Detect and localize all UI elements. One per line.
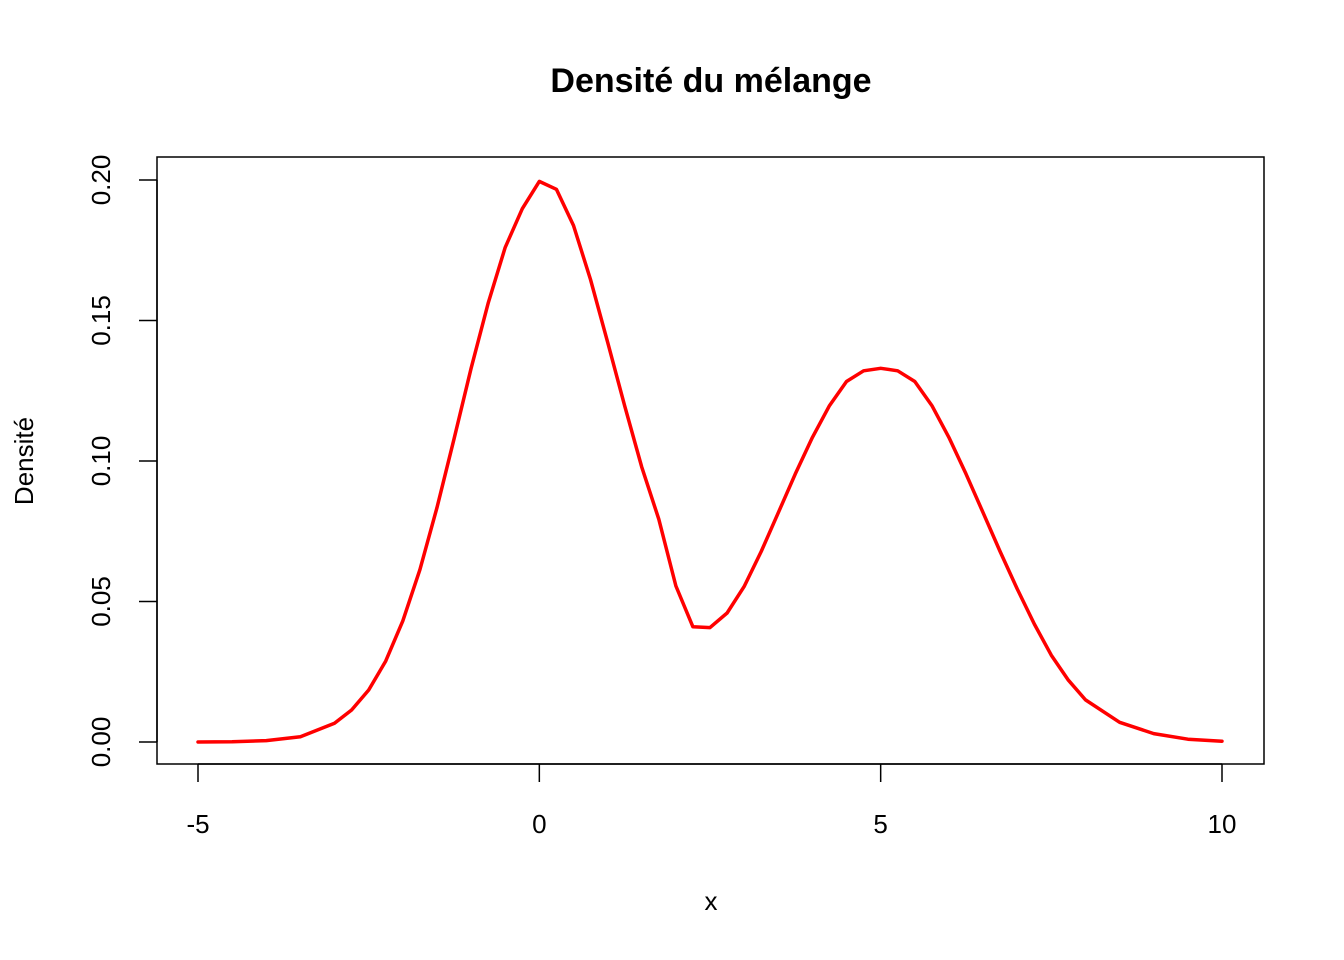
- x-tick-label: 0: [532, 809, 546, 839]
- y-tick-label: 0.10: [86, 436, 116, 487]
- y-axis-label: Densité: [9, 417, 39, 505]
- x-tick-label: 5: [873, 809, 887, 839]
- density-curve: [196, 179, 1224, 744]
- x-axis-label: x: [705, 886, 718, 916]
- chart-title: Densité du mélange: [550, 62, 871, 100]
- y-tick-label: 0.05: [86, 576, 116, 627]
- x-tick-label: -5: [186, 809, 209, 839]
- y-tick-label: 0.00: [86, 717, 116, 768]
- y-tick-label: 0.15: [86, 295, 116, 346]
- y-tick-label: 0.20: [86, 155, 116, 206]
- y-axis: 0.00 0.05 0.10 0.15 0.20: [86, 155, 158, 768]
- x-tick-label: 10: [1208, 809, 1237, 839]
- x-axis: -5 0 5 10: [186, 763, 1237, 839]
- plot-area-frame: [156, 156, 1265, 765]
- series-layer: [196, 179, 1224, 744]
